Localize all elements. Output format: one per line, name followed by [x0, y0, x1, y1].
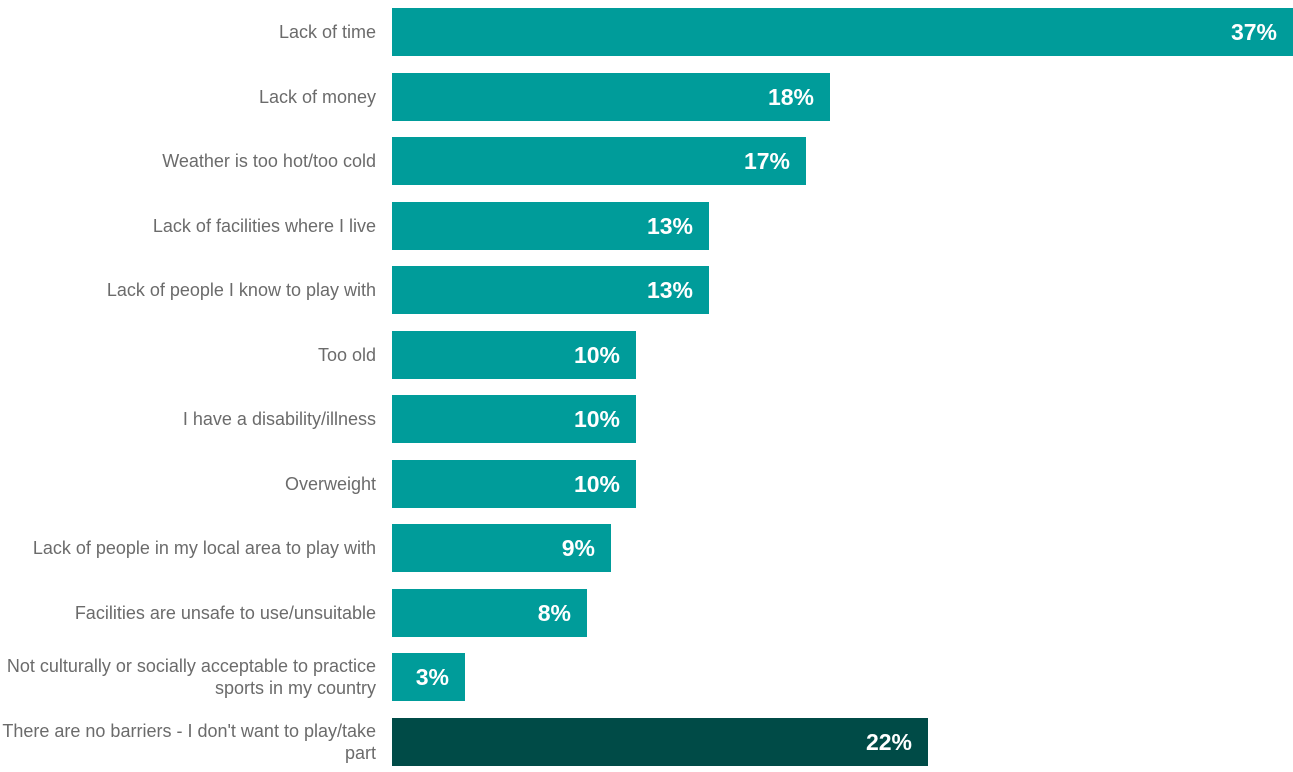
bar-value-label: 10%	[573, 341, 620, 368]
bar	[392, 137, 806, 185]
bar	[392, 653, 465, 701]
bar	[392, 72, 830, 121]
category-label: I have a disability/illness	[182, 409, 376, 429]
category-label: Lack of people in my local area to play …	[32, 538, 376, 558]
bar-value-label: 13%	[646, 212, 693, 239]
bar	[392, 395, 636, 443]
bar	[392, 330, 636, 379]
category-label: Lack of facilities where I live	[152, 215, 376, 236]
bar-value-label: 3%	[415, 664, 449, 690]
bar	[392, 717, 928, 766]
bar	[392, 459, 636, 508]
bar-value-label: 37%	[1230, 19, 1277, 45]
bar-value-label: 9%	[561, 535, 595, 561]
bar	[392, 8, 1293, 56]
category-label: Facilities are unsafe to use/unsuitable	[74, 602, 376, 623]
category-label: Lack of time	[278, 22, 376, 42]
bar	[392, 201, 709, 250]
category-label: Too old	[317, 344, 376, 365]
category-label: There are no barriers - I don't want to …	[2, 720, 376, 763]
bar-value-label: 18%	[767, 83, 814, 110]
bar-value-label: 10%	[573, 406, 620, 432]
bar	[392, 266, 709, 314]
category-label: Lack of people I know to play with	[106, 280, 376, 300]
category-label: Weather is too hot/too cold	[162, 151, 376, 171]
bar-value-label: 13%	[646, 277, 693, 303]
bar-value-label: 10%	[573, 470, 620, 497]
bar-value-label: 22%	[865, 728, 912, 755]
bar-value-label: 17%	[743, 148, 790, 174]
category-label: Not culturally or socially acceptable to…	[6, 656, 376, 698]
bar	[392, 588, 587, 637]
bar	[392, 524, 611, 572]
bar-value-label: 8%	[537, 599, 571, 626]
category-label: Lack of money	[258, 86, 376, 107]
category-label: Overweight	[284, 473, 376, 494]
